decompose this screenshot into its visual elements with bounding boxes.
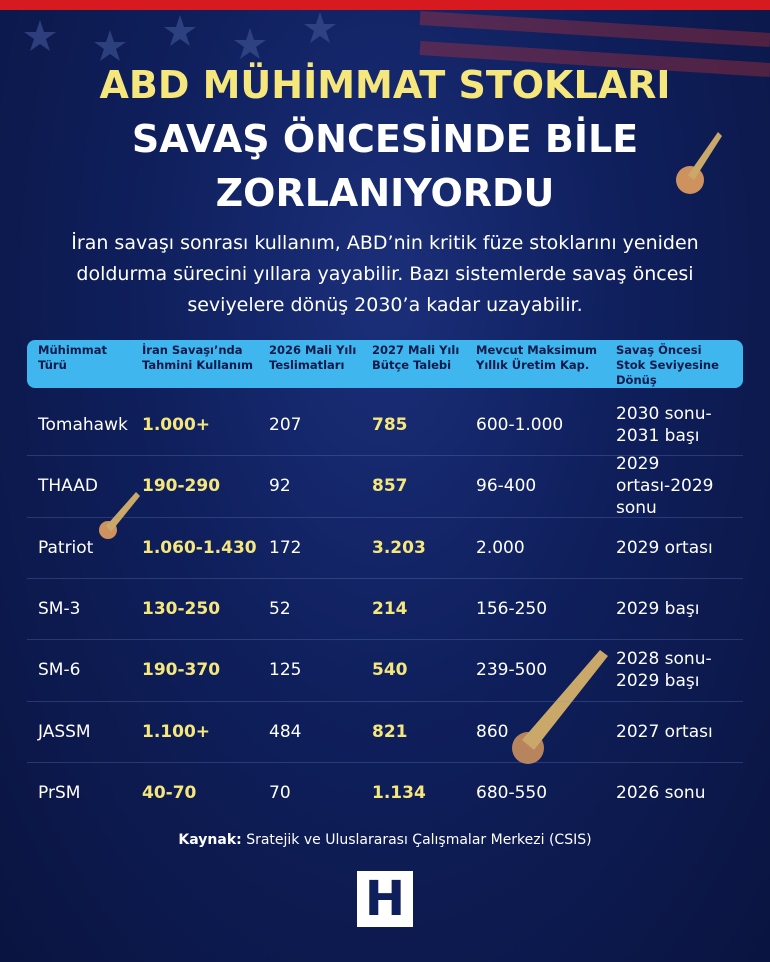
table-cell: 2027 ortası — [616, 721, 713, 742]
table-cell: JASSM — [38, 721, 91, 742]
table-cell: 484 — [269, 721, 302, 742]
row-separator — [27, 455, 743, 457]
table-cell: SM-6 — [38, 660, 81, 681]
logo: H — [357, 871, 413, 927]
table-cell: 2026 sonu — [616, 782, 706, 803]
table-cell: 2030 sonu-2031 başı — [616, 404, 712, 446]
row-separator — [27, 700, 743, 702]
source-text: Sratejik ve Uluslararası Çalışmalar Merk… — [246, 832, 592, 848]
table-cell: 600-1.000 — [476, 415, 564, 435]
column-header: 2026 Mali Yılı Teslimatları — [269, 343, 357, 372]
title-line: ABD MÜHİMMAT STOKLARI — [99, 63, 671, 107]
column-header: İran Savaşı’nda Tahmini Kullanım — [142, 343, 254, 372]
table-cell: 3.203 — [372, 537, 426, 558]
column-header: 2027 Mali Yılı Bütçe Talebi — [372, 343, 460, 372]
row-separator — [27, 516, 743, 518]
table-cell: THAAD — [38, 476, 98, 497]
red-stripe — [0, 0, 770, 10]
table-cell: 680-550 — [476, 782, 548, 803]
table-cell: 1.060-1.430 — [142, 537, 257, 558]
table-cell: Patriot — [38, 537, 94, 558]
source: Kaynak: Sratejik ve Uluslararası Çalışma… — [0, 832, 770, 848]
table-cell: 2.000 — [476, 537, 525, 558]
row-separator — [27, 577, 743, 579]
row-separator — [27, 639, 743, 641]
table-cell: SM-3 — [38, 598, 81, 619]
table-cell: 156-250 — [476, 598, 548, 619]
table-cell: 540 — [372, 660, 408, 681]
table-cell: 52 — [269, 598, 291, 619]
table-cell: 214 — [372, 598, 408, 619]
table-cell: PrSM — [38, 782, 81, 803]
table-cell: 857 — [372, 476, 408, 497]
table-cell: 1.134 — [372, 782, 426, 803]
table-cell: 190-290 — [142, 476, 221, 497]
table-cell: 70 — [269, 782, 291, 803]
subtitle: İran savaşı sonrası kullanım, ABD’nin kr… — [71, 232, 699, 316]
table-cell: 860 — [476, 721, 509, 742]
table-cell: 172 — [269, 537, 302, 558]
table-cell: 2029 ortası-2029 sonu — [616, 454, 714, 519]
table-cell: 130-250 — [142, 598, 221, 619]
table-cell: 1.000+ — [142, 415, 211, 435]
table-cell: 2029 ortası — [616, 537, 713, 558]
table-cell: 125 — [269, 660, 302, 681]
source-label: Kaynak: — [178, 832, 242, 848]
table-cell: 207 — [269, 415, 302, 435]
missile-decoration — [99, 492, 608, 764]
column-header: Mühimmat Türü — [38, 343, 107, 372]
table-cell: 190-370 — [142, 660, 221, 681]
table-cell: 92 — [269, 476, 291, 497]
column-header: Mevcut Maksimum Yıllık Üretim Kap. — [476, 343, 598, 372]
table-cell: 2029 başı — [616, 598, 700, 619]
decoration — [24, 11, 770, 194]
row-separator — [27, 761, 743, 763]
table-cell: 821 — [372, 721, 408, 742]
table-cell: Tomahawk — [38, 415, 128, 435]
title: ABD MÜHİMMAT STOKLARI SAVAŞ ÖNCESİNDE Bİ… — [0, 58, 770, 220]
table-cell: 96-400 — [476, 476, 537, 497]
table-cell: 785 — [372, 415, 408, 435]
table-cell: 2028 sonu-2029 başı — [616, 649, 712, 692]
table-cell: 239-500 — [476, 660, 548, 681]
title-line: ZORLANIYORDU — [215, 171, 555, 215]
title-line: SAVAŞ ÖNCESİNDE BİLE — [131, 117, 639, 161]
table-cell: 1.100+ — [142, 721, 211, 742]
table-cell: 40-70 — [142, 782, 197, 803]
table-header-bar — [27, 340, 743, 388]
column-header: Savaş Öncesi Stok Seviyesine Dönüş — [616, 343, 719, 387]
